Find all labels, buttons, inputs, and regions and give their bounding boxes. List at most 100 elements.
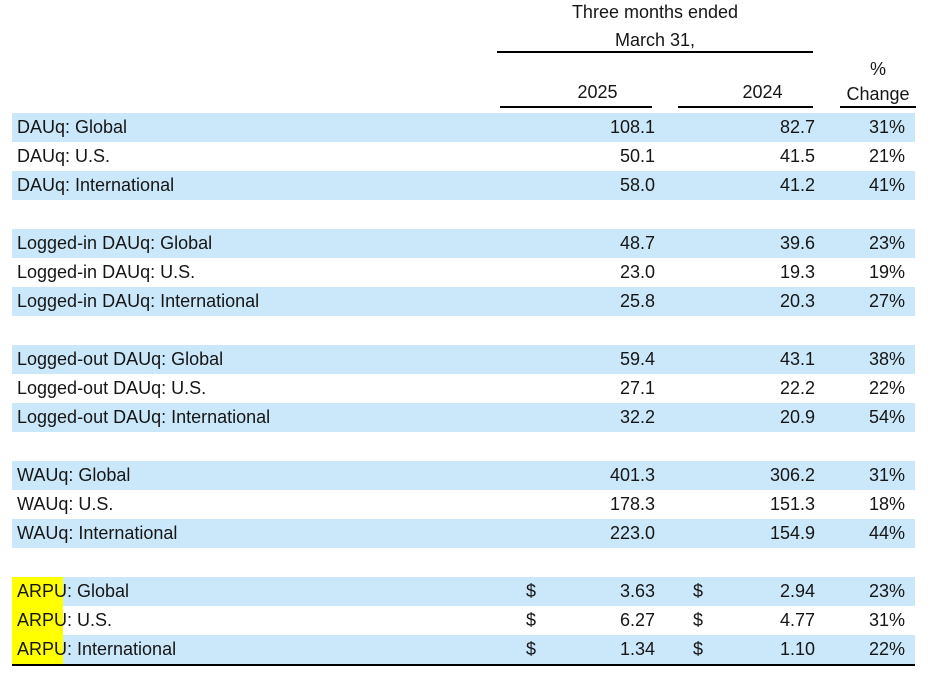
table-bottom-rule bbox=[12, 664, 915, 666]
period-header-line1: Three months ended bbox=[571, 2, 739, 22]
column-gap bbox=[655, 258, 678, 287]
value-2025: 23.0 bbox=[619, 262, 655, 282]
value-2024: 39.6 bbox=[779, 233, 815, 253]
currency-symbol-2024 bbox=[678, 258, 710, 287]
currency-symbol-2024 bbox=[678, 519, 710, 548]
table-row: ARPU: International $1.34 $1.10 22% bbox=[12, 635, 915, 664]
group-spacer bbox=[12, 200, 915, 229]
value-2025: 32.2 bbox=[619, 407, 655, 427]
row-label: WAUq: International bbox=[12, 519, 497, 548]
currency-symbol-2024 bbox=[678, 403, 710, 432]
value-2024: 1.10 bbox=[779, 639, 815, 659]
table-row: WAUq: U.S. 178.3 151.3 18% bbox=[12, 490, 915, 519]
currency-symbol-2025 bbox=[497, 113, 540, 142]
column-gap bbox=[655, 374, 678, 403]
row-label: WAUq: Global bbox=[12, 461, 497, 490]
group-spacer bbox=[12, 432, 915, 461]
row-label: Logged-out DAUq: Global bbox=[12, 345, 497, 374]
value-2024: 41.5 bbox=[779, 146, 815, 166]
row-label-text: ARPU: International bbox=[17, 639, 177, 659]
yellow-highlight bbox=[12, 635, 63, 664]
pct-change-value: 19% bbox=[868, 262, 905, 282]
pct-change-value: 27% bbox=[868, 291, 905, 311]
column-gap bbox=[655, 519, 678, 548]
yellow-highlight bbox=[12, 577, 63, 606]
currency-symbol-2025 bbox=[497, 258, 540, 287]
table-row: ARPU: Global $3.63 $2.94 23% bbox=[12, 577, 915, 606]
metrics-table: Three months ended March 31, 2025 2024 %… bbox=[12, 0, 916, 666]
currency-symbol-2025 bbox=[497, 461, 540, 490]
row-label: ARPU: Global bbox=[12, 577, 497, 606]
row-label: DAUq: U.S. bbox=[12, 142, 497, 171]
row-label: DAUq: International bbox=[12, 171, 497, 200]
currency-symbol-2024 bbox=[678, 287, 710, 316]
value-2024: 82.7 bbox=[779, 117, 815, 137]
currency-symbol-2024 bbox=[678, 229, 710, 258]
value-2025: 178.3 bbox=[609, 494, 655, 514]
table-row: ARPU: U.S. $6.27 $4.77 31% bbox=[12, 606, 915, 635]
currency-symbol-2024: $ bbox=[693, 639, 704, 659]
table-row: Logged-out DAUq: Global 59.4 43.1 38% bbox=[12, 345, 915, 374]
row-label: ARPU: International bbox=[12, 635, 497, 664]
column-gap bbox=[655, 461, 678, 490]
table-row: Logged-in DAUq: U.S. 23.0 19.3 19% bbox=[12, 258, 915, 287]
col-2025-underline bbox=[500, 106, 652, 108]
value-2025: 108.1 bbox=[609, 117, 655, 137]
row-label-text: ARPU: U.S. bbox=[17, 610, 113, 630]
column-gap bbox=[655, 345, 678, 374]
currency-symbol-2025: $ bbox=[526, 610, 537, 630]
currency-symbol-2024 bbox=[678, 171, 710, 200]
value-2024: 22.2 bbox=[779, 378, 815, 398]
row-label-text: WAUq: Global bbox=[17, 465, 131, 485]
table-row: DAUq: International 58.0 41.2 41% bbox=[12, 171, 915, 200]
pct-change-value: 44% bbox=[868, 523, 905, 543]
row-label: WAUq: U.S. bbox=[12, 490, 497, 519]
pct-change-line1: % bbox=[869, 59, 886, 79]
value-2025: 58.0 bbox=[619, 175, 655, 195]
group-spacer bbox=[12, 316, 915, 345]
column-gap bbox=[655, 577, 678, 606]
table-row: DAUq: Global 108.1 82.7 31% bbox=[12, 113, 915, 142]
value-2024: 20.9 bbox=[779, 407, 815, 427]
value-2024: 306.2 bbox=[769, 465, 815, 485]
value-2024: 19.3 bbox=[779, 262, 815, 282]
table-body: DAUq: Global 108.1 82.7 31% DAUq: U.S. 50.1 41… bbox=[12, 113, 915, 664]
yellow-highlight bbox=[12, 606, 63, 635]
currency-symbol-2024: $ bbox=[693, 610, 704, 630]
table-row: Logged-in DAUq: International 25.8 20.3 27% bbox=[12, 287, 915, 316]
pct-change-value: 31% bbox=[868, 610, 905, 630]
row-label-text: DAUq: Global bbox=[17, 117, 128, 137]
table-row: WAUq: Global 401.3 306.2 31% bbox=[12, 461, 915, 490]
pct-change-value: 54% bbox=[868, 407, 905, 427]
table-row: Logged-in DAUq: Global 48.7 39.6 23% bbox=[12, 229, 915, 258]
column-gap bbox=[655, 403, 678, 432]
row-label: Logged-out DAUq: International bbox=[12, 403, 497, 432]
row-label-text: WAUq: International bbox=[17, 523, 178, 543]
col-2024-underline bbox=[678, 106, 813, 108]
pct-change-value: 21% bbox=[868, 146, 905, 166]
value-2024: 2.94 bbox=[779, 581, 815, 601]
col-pct-change-underline bbox=[840, 106, 916, 108]
row-label: Logged-in DAUq: Global bbox=[12, 229, 497, 258]
row-label-text: WAUq: U.S. bbox=[17, 494, 114, 514]
value-2024: 43.1 bbox=[779, 349, 815, 369]
column-gap bbox=[655, 606, 678, 635]
table-row: WAUq: International 223.0 154.9 44% bbox=[12, 519, 915, 548]
row-label-text: Logged-out DAUq: International bbox=[17, 407, 271, 427]
row-label-text: Logged-in DAUq: Global bbox=[17, 233, 213, 253]
table-row: Logged-out DAUq: U.S. 27.1 22.2 22% bbox=[12, 374, 915, 403]
column-gap bbox=[655, 287, 678, 316]
pct-change-value: 22% bbox=[868, 639, 905, 659]
row-label-text: Logged-out DAUq: Global bbox=[17, 349, 224, 369]
period-header-line2: March 31, bbox=[614, 30, 696, 50]
row-label: Logged-in DAUq: International bbox=[12, 287, 497, 316]
value-2024: 151.3 bbox=[769, 494, 815, 514]
value-2024: 41.2 bbox=[779, 175, 815, 195]
row-label-text: Logged-in DAUq: International bbox=[17, 291, 260, 311]
currency-symbol-2025 bbox=[497, 287, 540, 316]
currency-symbol-2025 bbox=[497, 142, 540, 171]
value-2025: 48.7 bbox=[619, 233, 655, 253]
value-2025: 1.34 bbox=[619, 639, 655, 659]
value-2025: 59.4 bbox=[619, 349, 655, 369]
